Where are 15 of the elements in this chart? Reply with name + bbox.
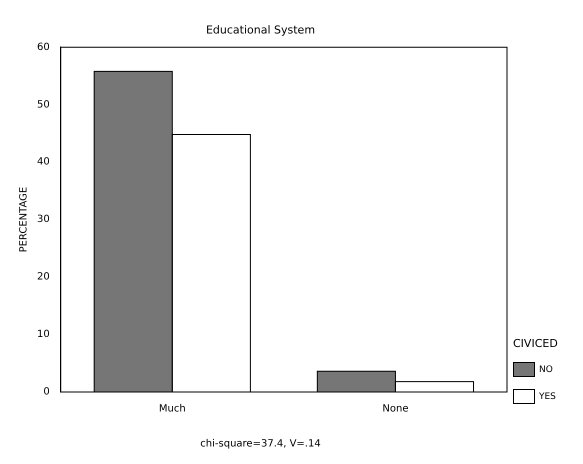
y-tick-label: 60 xyxy=(36,42,50,53)
y-tick-label: 10 xyxy=(36,329,50,340)
text: chi-square=37.4, V=.14 xyxy=(200,438,321,450)
y-tick-label: 0 xyxy=(43,386,50,398)
y-tick-label: 40 xyxy=(36,156,50,168)
y-tick-label: 20 xyxy=(36,272,50,283)
chart-title: Educational System xyxy=(206,23,316,36)
y-axis-title: PERCENTAGE xyxy=(18,186,30,252)
legend-title: CIVICED xyxy=(513,337,559,350)
x-tick-label: Much xyxy=(158,404,186,415)
x-tick-label: None xyxy=(382,404,408,415)
text: YES xyxy=(539,392,556,402)
y-tick-label: 30 xyxy=(36,214,50,226)
y-tick-label: 50 xyxy=(36,99,50,110)
legend-label: NO xyxy=(539,364,553,374)
